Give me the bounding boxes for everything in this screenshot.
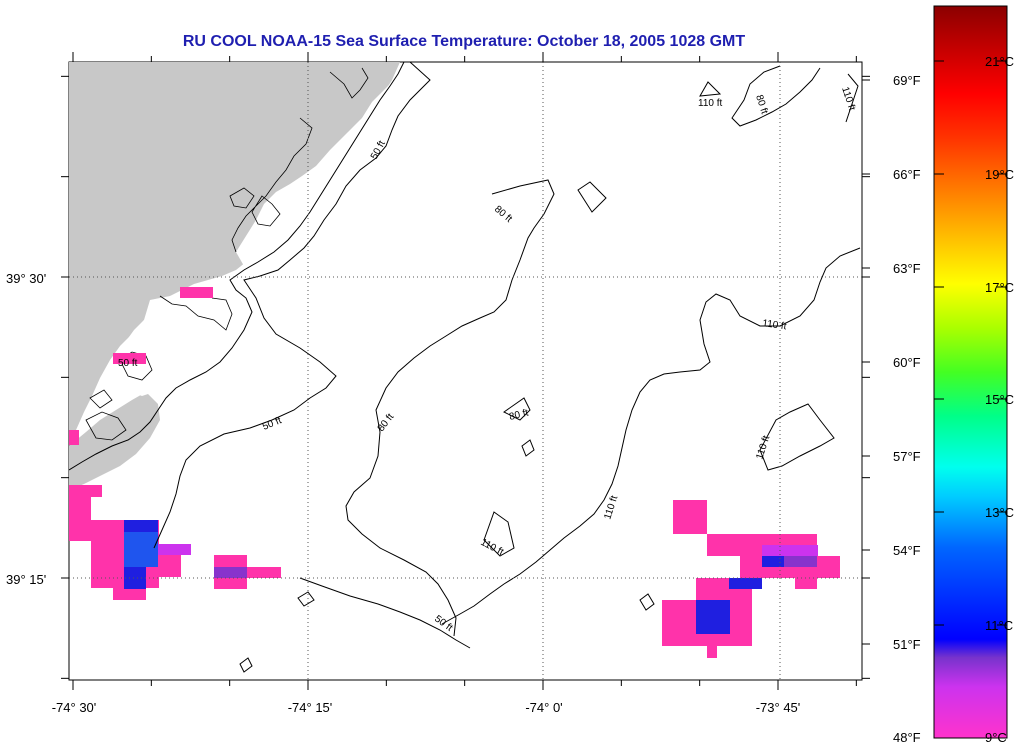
coastline-inner xyxy=(85,67,369,441)
y-axis-labels: 39° 30' 39° 15' xyxy=(6,271,46,587)
f-tick-label: 63°F xyxy=(893,261,921,276)
bay-area-2 xyxy=(110,292,252,396)
contour-110ft-east xyxy=(759,403,835,471)
y-tick-label: 39° 30' xyxy=(6,271,46,286)
x-tick-label: -74° 15' xyxy=(288,700,333,715)
land-area xyxy=(69,62,400,446)
c-tick-label: 11°C xyxy=(985,618,1013,633)
x-tick-label: -73° 45' xyxy=(756,700,801,715)
fahrenheit-scale: 69°F 66°F 63°F 60°F 57°F 54°F 51°F 48°F xyxy=(893,73,921,745)
f-tick-label: 69°F xyxy=(893,73,921,88)
color-bar xyxy=(933,5,1008,739)
contour-label-110ft-north: 110 ft xyxy=(698,98,722,109)
contour-110ft-small xyxy=(483,511,515,557)
color-bar-ticks xyxy=(934,60,1007,626)
f-tick-label: 51°F xyxy=(893,637,921,652)
axis-ticks xyxy=(61,52,870,690)
contour-110ft-triangle xyxy=(699,81,722,97)
contour-50ft-south xyxy=(299,577,471,649)
y-tick-label: 39° 15' xyxy=(6,572,46,587)
f-tick-label: 66°F xyxy=(893,167,921,182)
contour-80ft-small xyxy=(503,397,531,421)
x-tick-label: -74° 30' xyxy=(52,700,97,715)
contour-80ft-north xyxy=(731,65,821,127)
bathymetry-contours xyxy=(153,62,861,673)
map-panel: 50 ft 80 ft 110 ft 80 ft 110 ft 110 ft 5… xyxy=(61,52,870,690)
x-axis-labels: -74° 30' -74° 15' -74° 0' -73° 45' xyxy=(52,700,801,715)
c-tick-label: 13°C xyxy=(985,505,1014,520)
coastline xyxy=(69,62,405,471)
contour-label-110ft-east: 110 ft xyxy=(762,318,788,332)
c-tick-label: 21°C xyxy=(985,54,1014,69)
contour-50ft xyxy=(153,62,431,549)
contour-label-80ft-small: 80 ft xyxy=(508,407,530,422)
f-tick-label: 57°F xyxy=(893,449,921,464)
land-area-south xyxy=(69,392,160,490)
celsius-scale: 21°C 19°C 17°C 15°C 13°C 11°C 9°C xyxy=(985,54,1014,745)
x-tick-label: -74° 0' xyxy=(525,700,562,715)
c-tick-label: 15°C xyxy=(985,392,1014,407)
contour-label-50ft-bay: 50 ft xyxy=(118,358,138,369)
map-title: RU COOL NOAA-15 Sea Surface Temperature:… xyxy=(183,33,746,50)
sst-pixels xyxy=(69,287,840,658)
f-tick-label: 54°F xyxy=(893,543,921,558)
c-tick-label: 17°C xyxy=(985,280,1014,295)
f-tick-label: 48°F xyxy=(893,730,921,745)
c-tick-label: 19°C xyxy=(985,167,1014,182)
contour-80ft xyxy=(345,179,555,637)
c-tick-label: 9°C xyxy=(985,730,1007,745)
f-tick-label: 60°F xyxy=(893,355,921,370)
graticule xyxy=(69,62,862,680)
